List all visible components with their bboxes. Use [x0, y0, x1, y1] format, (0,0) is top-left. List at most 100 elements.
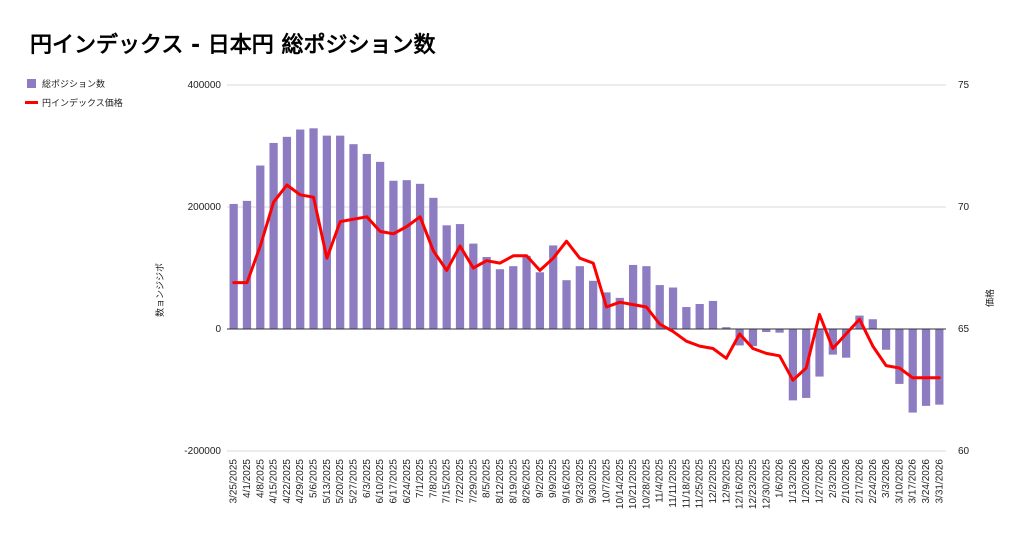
- bar: [908, 329, 917, 413]
- legend-label-line: 円インデックス価格: [42, 97, 123, 108]
- y2-tick-label: 70: [958, 202, 970, 213]
- line-point: [698, 345, 701, 347]
- x-tick-label: 5/27/2025: [348, 459, 359, 504]
- line-point: [379, 230, 381, 233]
- x-tick-label: 11/11/2025: [668, 459, 679, 508]
- line-point: [232, 281, 235, 284]
- x-tick-label: 4/22/2025: [282, 459, 293, 504]
- x-tick-label: 9/9/2025: [548, 459, 559, 498]
- line-point: [339, 220, 341, 223]
- x-tick-label: 12/9/2025: [721, 459, 732, 504]
- y2-tick-label: 65: [958, 324, 970, 335]
- line-point: [512, 255, 515, 257]
- line-point: [738, 333, 741, 335]
- line-point: [326, 257, 328, 260]
- x-tick-label: 12/30/2025: [761, 459, 772, 509]
- x-tick-label: 11/18/2025: [681, 459, 692, 509]
- bar: [229, 203, 238, 329]
- x-tick-label: 2/10/2026: [841, 459, 852, 504]
- bar: [535, 272, 545, 329]
- x-tick-label: 9/23/2025: [575, 459, 586, 504]
- x-tick-label: 6/10/2025: [375, 459, 386, 504]
- bar: [455, 224, 465, 329]
- bar-series: [229, 128, 944, 413]
- legend-swatch-bars: [27, 79, 36, 88]
- line-point: [539, 269, 541, 272]
- bar: [522, 255, 531, 329]
- x-tick-label: 5/20/2025: [335, 459, 346, 504]
- line-point: [499, 262, 501, 264]
- bar: [389, 180, 398, 329]
- line-point: [925, 377, 927, 379]
- bar: [655, 285, 664, 329]
- line-point: [246, 281, 248, 284]
- legend: 総ポジション数 円インデックス価格: [25, 78, 123, 108]
- x-tick-label: 6/17/2025: [388, 459, 399, 504]
- y2-tick-label: 75: [958, 80, 970, 91]
- line-point: [871, 345, 874, 347]
- line-point: [911, 377, 914, 379]
- bar: [668, 287, 678, 329]
- x-tick-label: 2/24/2026: [868, 459, 879, 504]
- x-tick-label: 1/20/2026: [801, 459, 812, 504]
- bar: [309, 128, 318, 329]
- line-point: [685, 340, 688, 343]
- x-tick-label: 3/25/2025: [229, 459, 240, 504]
- bar: [322, 135, 331, 329]
- bar: [469, 243, 478, 329]
- bar: [282, 136, 292, 329]
- line-series: [232, 183, 941, 382]
- y-tick-label: 400000: [188, 80, 222, 91]
- x-tick-label: 4/29/2025: [295, 459, 306, 504]
- bar: [762, 329, 771, 333]
- y-tick-label: -200000: [184, 446, 221, 457]
- bar: [788, 329, 798, 401]
- line-point: [845, 333, 847, 335]
- bar: [695, 303, 704, 329]
- x-tick-label: 10/7/2025: [601, 459, 612, 504]
- x-tick-label: 1/13/2026: [788, 459, 799, 504]
- x-tick-label: 11/4/2025: [655, 459, 666, 503]
- x-axis: 3/25/2025 4/1/2025 4/8/2025 4/15/2025 4/22/2…: [229, 459, 946, 509]
- y-axis-title: 数ョンジジポ: [154, 263, 166, 317]
- bar: [775, 329, 784, 333]
- line-point: [898, 367, 901, 369]
- bar: [482, 257, 491, 329]
- bar: [549, 245, 558, 329]
- bar: [562, 280, 571, 329]
- legend-swatch-line: [25, 101, 38, 104]
- bar: [642, 266, 651, 329]
- bar: [442, 225, 451, 329]
- line-point: [445, 269, 448, 272]
- line-point: [299, 194, 302, 196]
- x-tick-label: 3/10/2026: [894, 459, 905, 504]
- x-tick-label: 8/12/2025: [495, 459, 506, 504]
- x-tick-label: 4/15/2025: [269, 459, 280, 504]
- line-point: [805, 367, 807, 369]
- line-point: [858, 318, 861, 321]
- line-point: [459, 245, 461, 247]
- legend-label-bars: 総ポジション数: [42, 78, 105, 89]
- line-point: [259, 245, 262, 247]
- bar: [362, 153, 371, 329]
- price-line: [232, 183, 941, 382]
- bar: [868, 319, 877, 329]
- x-tick-label: 7/1/2025: [415, 459, 426, 498]
- chart-title: 円インデックス - 日本円 総ポジション数: [30, 32, 436, 58]
- bar: [336, 135, 345, 329]
- x-tick-label: 7/29/2025: [468, 459, 479, 504]
- line-point: [818, 313, 821, 316]
- bar: [881, 329, 891, 350]
- line-point: [579, 257, 581, 260]
- line-point: [272, 201, 275, 203]
- y-axis-right: 75 70 65 60: [958, 80, 970, 457]
- line-point: [392, 233, 395, 235]
- x-tick-label: 10/28/2025: [641, 459, 652, 509]
- line-point: [432, 250, 435, 252]
- line-point: [565, 240, 568, 242]
- bar: [748, 329, 758, 347]
- x-tick-label: 3/17/2026: [908, 459, 919, 504]
- x-tick-label: 7/8/2025: [428, 459, 439, 498]
- x-tick-label: 5/13/2025: [322, 459, 333, 504]
